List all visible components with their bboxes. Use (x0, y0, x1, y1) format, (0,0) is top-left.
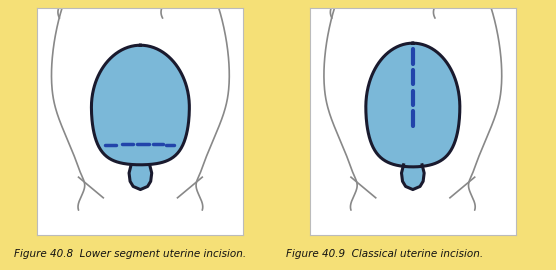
Polygon shape (129, 165, 152, 190)
Text: Figure 40.9  Classical uterine incision.: Figure 40.9 Classical uterine incision. (286, 249, 484, 259)
Polygon shape (401, 165, 424, 190)
Polygon shape (91, 45, 190, 165)
Polygon shape (366, 43, 460, 167)
Text: Figure 40.8  Lower segment uterine incision.: Figure 40.8 Lower segment uterine incisi… (14, 249, 246, 259)
